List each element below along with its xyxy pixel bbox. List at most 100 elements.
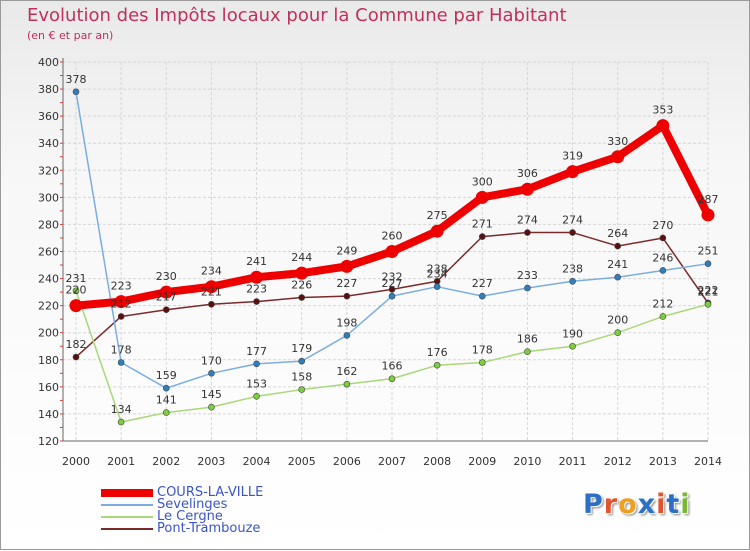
legend-swatch — [101, 528, 153, 530]
data-point — [208, 300, 215, 308]
data-point — [72, 353, 80, 361]
data-label: 176 — [427, 346, 448, 359]
data-label: 221 — [201, 285, 222, 298]
data-label: 217 — [156, 291, 177, 304]
y-tick-label: 180 — [38, 354, 59, 367]
data-point — [162, 409, 170, 416]
data-point — [117, 359, 125, 366]
data-point — [614, 329, 622, 337]
data-point — [704, 300, 712, 308]
data-label: 170 — [201, 354, 222, 367]
legend-label: COURS-LA-VILLE — [157, 485, 264, 500]
data-point — [430, 224, 444, 238]
data-point — [659, 267, 667, 274]
data-point — [117, 313, 125, 320]
data-label: 198 — [336, 316, 357, 329]
data-label: 378 — [66, 73, 87, 86]
data-label: 287 — [698, 193, 719, 206]
data-point — [701, 208, 715, 222]
data-label: 227 — [336, 277, 357, 290]
y-tick-label: 280 — [38, 218, 59, 231]
x-tick-label: 2002 — [152, 455, 180, 468]
x-tick-label: 2013 — [649, 455, 677, 468]
data-point — [388, 375, 396, 383]
data-label: 162 — [336, 365, 357, 378]
data-point — [478, 292, 486, 300]
data-label: 178 — [472, 343, 493, 356]
logo-letter: x — [637, 489, 657, 520]
axes — [60, 58, 708, 442]
data-point — [569, 229, 576, 236]
data-point — [614, 242, 622, 250]
y-tick-label: 380 — [38, 83, 59, 96]
data-point — [162, 384, 170, 392]
data-point — [475, 190, 489, 204]
data-label: 274 — [517, 214, 538, 227]
data-point — [704, 260, 712, 267]
data-label: 238 — [562, 262, 583, 275]
data-point — [295, 266, 309, 280]
x-tick-label: 2008 — [423, 455, 451, 468]
y-tick-label: 220 — [38, 300, 59, 313]
x-tick-label: 2003 — [197, 455, 225, 468]
data-point — [298, 357, 306, 365]
data-point — [159, 285, 173, 299]
data-label: 178 — [111, 343, 132, 356]
x-tick-label: 2007 — [378, 455, 406, 468]
data-point — [72, 88, 80, 96]
data-label: 226 — [291, 279, 312, 292]
data-label: 249 — [336, 244, 357, 257]
y-tick-label: 160 — [38, 381, 59, 394]
data-label: 232 — [382, 270, 403, 283]
data-label: 220 — [66, 284, 87, 297]
legend-swatch — [101, 504, 153, 506]
legend-label: Sevelinges — [157, 497, 228, 512]
data-point — [659, 313, 667, 320]
x-tick-label: 2006 — [333, 455, 361, 468]
y-axis-ticks: 120 140 160 180 200 220 240 260 280 300 320 340 360 3… — [38, 56, 59, 448]
data-point — [478, 359, 486, 366]
data-label: 212 — [111, 297, 132, 310]
data-label: 230 — [156, 270, 177, 283]
data-point — [208, 403, 215, 411]
data-point — [298, 294, 306, 301]
data-label: 177 — [246, 345, 267, 358]
logo-letter: t — [666, 489, 681, 520]
data-label: 200 — [607, 314, 628, 327]
data-point — [524, 348, 531, 355]
y-tick-label: 260 — [38, 246, 59, 259]
data-point — [343, 332, 351, 339]
logo-letter: i — [656, 489, 667, 520]
data-point — [117, 418, 125, 426]
data-label: 306 — [517, 167, 538, 180]
x-axis-ticks: 2000 2001 2002 2003 2004 2005 2006 2007 2008 2009… — [62, 455, 722, 468]
data-label: 270 — [652, 219, 673, 232]
data-point — [343, 380, 351, 388]
data-label: 238 — [427, 262, 448, 275]
data-label: 246 — [652, 251, 673, 264]
y-tick-label: 200 — [38, 327, 59, 340]
data-label: 212 — [652, 297, 673, 310]
x-tick-label: 2011 — [559, 455, 587, 468]
y-tick-label: 120 — [38, 435, 59, 448]
data-point — [385, 245, 399, 258]
data-point — [204, 280, 218, 294]
data-label: 159 — [156, 369, 177, 382]
data-point — [388, 286, 396, 293]
y-tick-label: 140 — [38, 408, 59, 421]
y-tick-label: 240 — [38, 273, 59, 286]
data-label: 223 — [111, 280, 132, 293]
data-label: 179 — [291, 342, 312, 355]
series-lines — [69, 88, 715, 426]
data-label: 158 — [291, 371, 312, 384]
chart-subtitle: (en € et par an) — [27, 29, 114, 42]
data-point — [524, 284, 531, 292]
data-label: 233 — [517, 269, 538, 282]
data-label: 190 — [562, 327, 583, 340]
data-point — [69, 299, 83, 313]
data-point — [388, 292, 396, 300]
x-tick-label: 2012 — [604, 455, 632, 468]
y-tick-label: 360 — [38, 110, 59, 123]
